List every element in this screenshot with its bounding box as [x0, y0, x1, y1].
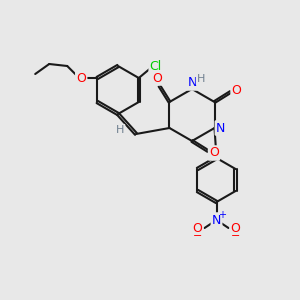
Text: O: O [209, 146, 219, 160]
Text: O: O [193, 221, 202, 235]
Text: +: + [218, 210, 226, 220]
Text: −: − [193, 231, 202, 241]
Text: −: − [231, 231, 240, 241]
Text: O: O [152, 71, 162, 85]
Text: N: N [212, 214, 221, 226]
Text: O: O [231, 221, 241, 235]
Text: O: O [232, 83, 242, 97]
Text: Cl: Cl [150, 59, 162, 73]
Text: N: N [216, 122, 225, 134]
Text: N: N [187, 76, 197, 89]
Text: H: H [116, 125, 124, 135]
Text: O: O [76, 71, 86, 85]
Text: H: H [197, 74, 205, 84]
